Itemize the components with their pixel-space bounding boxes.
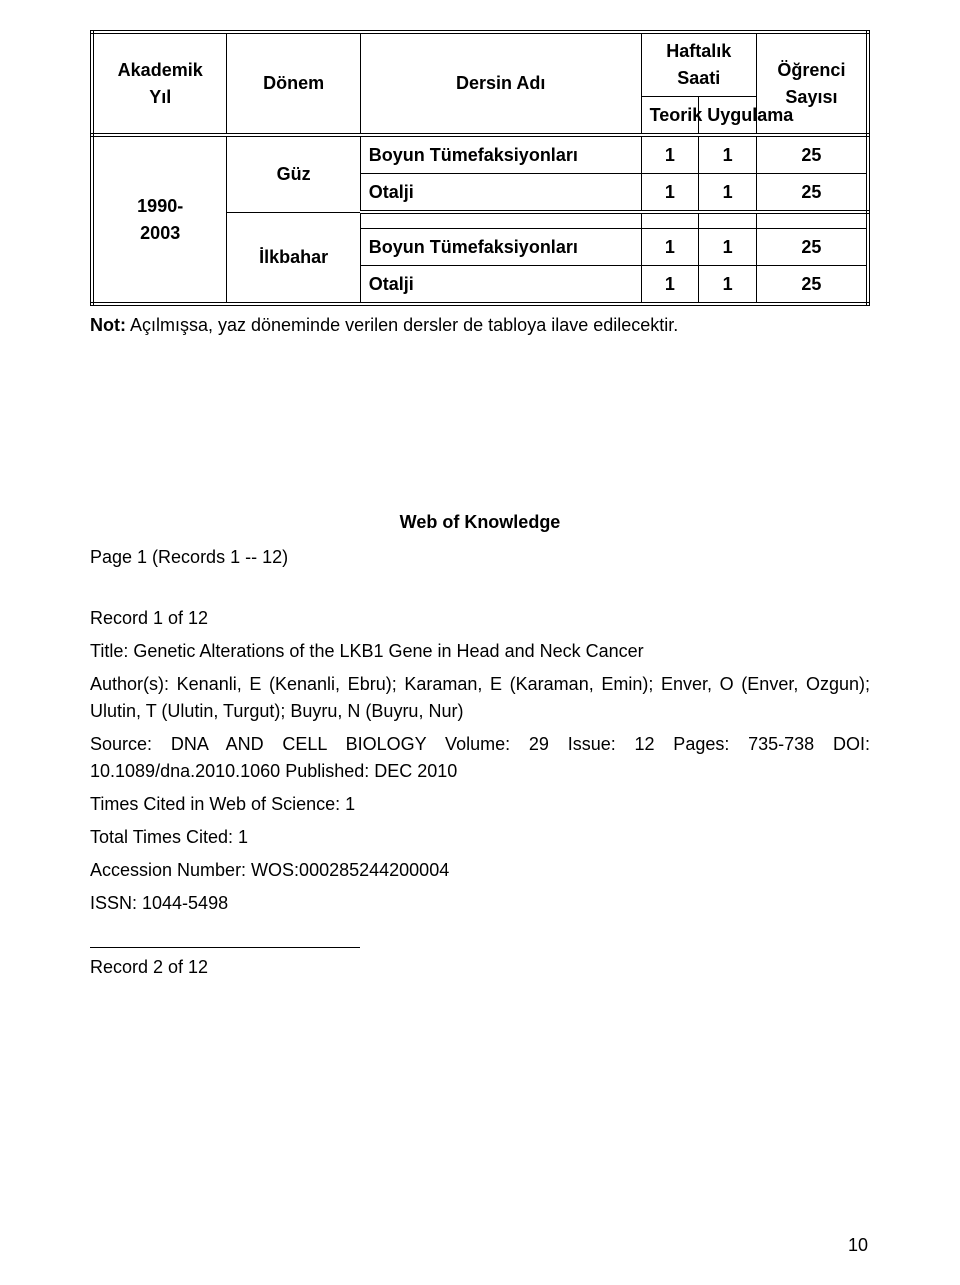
wok-title: Web of Knowledge [90, 509, 870, 536]
course-table-wrap: Akademik Yıl Dönem Dersin Adı Haftalık S… [90, 30, 870, 306]
record-2-of: Record 2 of 12 [90, 954, 870, 981]
note-text: Açılmışsa, yaz döneminde verilen dersler… [126, 315, 678, 335]
separator-line [90, 947, 360, 948]
course-table: Akademik Yıl Dönem Dersin Adı Haftalık S… [90, 30, 870, 306]
cell-teorik: 1 [641, 174, 699, 213]
cell-empty [699, 212, 757, 229]
record-of: Record 1 of 12 [90, 605, 870, 632]
cell-teorik: 1 [641, 266, 699, 305]
cell-uygulama: 1 [699, 135, 757, 174]
header-teorik: Teorik [641, 97, 699, 136]
record-times-wos: Times Cited in Web of Science: 1 [90, 791, 870, 818]
page: Akademik Yıl Dönem Dersin Adı Haftalık S… [0, 0, 960, 1285]
note-line: Not: Açılmışsa, yaz döneminde verilen de… [90, 312, 870, 339]
header-donem: Dönem [227, 32, 360, 135]
cell-teorik: 1 [641, 135, 699, 174]
record-accession: Accession Number: WOS:000285244200004 [90, 857, 870, 884]
header-yil: Yıl [102, 84, 218, 111]
wok-page-line: Page 1 (Records 1 -- 12) [90, 544, 870, 571]
cell-sayisi: 25 [756, 135, 868, 174]
table-header-row-1: Akademik Yıl Dönem Dersin Adı Haftalık S… [92, 32, 868, 97]
cell-course: Boyun Tümefaksiyonları [360, 135, 641, 174]
page-number: 10 [848, 1232, 868, 1259]
cell-ilkbahar: İlkbahar [227, 212, 360, 304]
cell-uygulama: 1 [699, 266, 757, 305]
cell-course: Otalji [360, 266, 641, 305]
header-dersin: Dersin Adı [360, 32, 641, 135]
record-issn: ISSN: 1044-5498 [90, 890, 870, 917]
cell-sayisi: 25 [756, 174, 868, 213]
cell-uygulama: 1 [699, 229, 757, 266]
cell-empty [756, 212, 868, 229]
header-haftalik: Haftalık Saati [641, 32, 756, 97]
header-uygulama: Uygulama [699, 97, 757, 136]
cell-sayisi: 25 [756, 266, 868, 305]
cell-empty [360, 212, 641, 229]
record-title: Title: Genetic Alterations of the LKB1 G… [90, 638, 870, 665]
cell-course: Otalji [360, 174, 641, 213]
record-1: Record 1 of 12 Title: Genetic Alteration… [90, 605, 870, 917]
note-label: Not: [90, 315, 126, 335]
cell-yil: 1990- 2003 [92, 135, 227, 304]
header-ogrenci: Öğrenci [765, 57, 858, 84]
record-total-times: Total Times Cited: 1 [90, 824, 870, 851]
table-row: 1990- 2003 Güz Boyun Tümefaksiyonları 1 … [92, 135, 868, 174]
header-akademik: Akademik [102, 57, 218, 84]
cell-guz: Güz [227, 135, 360, 212]
cell-course: Boyun Tümefaksiyonları [360, 229, 641, 266]
cell-sayisi: 25 [756, 229, 868, 266]
header-akademik-yil: Akademik Yıl [92, 32, 227, 135]
record-source: Source: DNA AND CELL BIOLOGY Volume: 29 … [90, 731, 870, 785]
cell-empty [641, 212, 699, 229]
record-authors: Author(s): Kenanli, E (Kenanli, Ebru); K… [90, 671, 870, 725]
cell-uygulama: 1 [699, 174, 757, 213]
cell-teorik: 1 [641, 229, 699, 266]
